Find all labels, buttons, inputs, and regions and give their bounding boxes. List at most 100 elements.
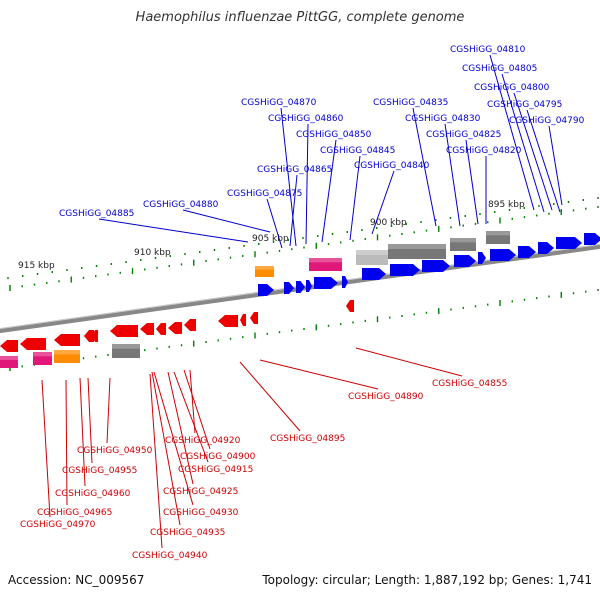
scale-label-900: 900 kbp (370, 218, 407, 228)
forward-leader-line (266, 198, 283, 249)
forward-gene-label: CGSHiGG_04825 (426, 130, 501, 140)
reverse-gene-label: CGSHiGG_04950 (77, 446, 153, 456)
reverse-leader-line (65, 379, 68, 506)
reverse-gene-arrow (184, 319, 196, 331)
pseudogene-feature (309, 258, 342, 271)
reverse-gene-label: CGSHiGG_04855 (432, 379, 507, 389)
other-feature (450, 238, 476, 251)
rna-feature (54, 350, 80, 363)
other-feature-shine (450, 238, 476, 243)
forward-gene-label: CGSHiGG_04850 (296, 130, 372, 140)
reverse-gene-arrow (54, 334, 80, 346)
other-feature (356, 250, 388, 265)
reverse-gene-label: CGSHiGG_04920 (165, 436, 241, 446)
reverse-gene-label: CGSHiGG_04935 (150, 528, 225, 538)
scale-label-895: 895 kbp (488, 200, 525, 210)
forward-leader-line (412, 107, 437, 227)
reverse-leader-line (79, 377, 86, 487)
reverse-leader-line (183, 369, 211, 450)
reverse-leader-line (153, 371, 194, 506)
accession-text: Accession: NC_009567 (8, 573, 145, 587)
reverse-gene-label: CGSHiGG_04965 (37, 508, 112, 518)
reverse-gene-label: CGSHiGG_04955 (62, 466, 137, 476)
forward-gene-label: CGSHiGG_04875 (227, 189, 302, 199)
forward-gene-arrow (490, 249, 516, 261)
reverse-gene-label: CGSHiGG_04895 (270, 434, 345, 444)
pseudogene-feature (0, 356, 18, 368)
reverse-gene-label: CGSHiGG_04925 (163, 487, 238, 497)
reverse-gene-arrow (140, 323, 154, 335)
reverse-leader-line (189, 369, 196, 434)
reverse-gene-label: CGSHiGG_04940 (132, 551, 208, 561)
forward-gene-arrow (314, 277, 338, 289)
forward-gene-arrow (390, 264, 420, 276)
reverse-gene-arrow (0, 340, 18, 352)
reverse-gene-label: CGSHiGG_04915 (178, 465, 253, 475)
forward-gene-arrow (362, 268, 386, 280)
rna-feature-shine (255, 266, 274, 270)
forward-gene-arrow (584, 233, 600, 245)
reverse-leader-line (173, 371, 209, 463)
forward-gene-label: CGSHiGG_04835 (373, 98, 448, 108)
scale-label-910: 910 kbp (134, 248, 171, 258)
forward-gene-arrow (306, 280, 312, 292)
reverse-gene-label: CGSHiGG_04970 (20, 520, 96, 530)
forward-gene-label: CGSHiGG_04800 (474, 83, 550, 93)
other-feature (486, 231, 510, 244)
forward-leader-line (465, 139, 479, 225)
forward-gene-label: CGSHiGG_04840 (354, 161, 430, 171)
reverse-gene-arrow (250, 312, 258, 324)
forward-gene-arrow (296, 281, 305, 293)
forward-gene-label: CGSHiGG_04830 (405, 114, 481, 124)
forward-leader-line (280, 107, 297, 247)
reverse-leader-line (149, 373, 163, 549)
other-feature-shine (486, 231, 510, 236)
map-title: Haemophilus influenzae PittGG, complete … (135, 10, 465, 25)
reverse-gene-arrow (240, 314, 246, 326)
other-feature (112, 344, 140, 358)
forward-gene-arrow (538, 242, 554, 254)
forward-leader-line (444, 123, 461, 227)
scale-label-905: 905 kbp (252, 234, 289, 244)
reverse-leader-line (87, 377, 93, 464)
forward-gene-arrow (284, 282, 294, 294)
forward-leader-line (305, 123, 309, 245)
reverse-gene-arrow (218, 315, 238, 327)
forward-leader-line (501, 73, 545, 213)
forward-leader-line (489, 54, 535, 211)
forward-gene-label: CGSHiGG_04790 (509, 116, 585, 126)
other-feature-shine (356, 250, 388, 255)
forward-gene-label: CGSHiGG_04865 (257, 165, 332, 175)
reverse-gene-arrow (20, 338, 46, 350)
reverse-gene-label: CGSHiGG_04930 (163, 508, 239, 518)
other-feature (388, 244, 446, 259)
reverse-gene-label: CGSHiGG_04960 (55, 489, 131, 499)
rna-feature-shine (54, 350, 80, 355)
forward-gene-label: CGSHiGG_04795 (487, 100, 562, 110)
pseudogene-feature-shine (309, 258, 342, 263)
reverse-leader-line (151, 371, 181, 526)
forward-gene-label: CGSHiGG_04885 (59, 209, 134, 219)
other-feature-shine (112, 344, 140, 349)
forward-leader-line (182, 209, 271, 233)
forward-gene-label: CGSHiGG_04810 (450, 45, 526, 55)
forward-leader-line (321, 139, 337, 243)
forward-gene-label: CGSHiGG_04805 (462, 64, 537, 74)
reverse-leader-line (41, 379, 51, 518)
forward-gene-arrow (454, 255, 476, 267)
forward-leader-line (526, 109, 561, 213)
reverse-leader-line (106, 377, 111, 444)
other-feature-shine (388, 244, 446, 249)
forward-leader-line (513, 92, 553, 211)
forward-gene-label: CGSHiGG_04860 (268, 114, 344, 124)
forward-leader-line (349, 155, 361, 241)
reverse-gene-label: CGSHiGG_04890 (348, 392, 424, 402)
reverse-leader-line (259, 359, 379, 390)
forward-gene-label: CGSHiGG_04870 (241, 98, 317, 108)
reverse-gene-arrow (156, 323, 166, 335)
forward-leader-line (98, 218, 249, 243)
pseudogene-feature-shine (0, 356, 18, 360)
pseudogene-feature-shine (33, 352, 52, 357)
forward-gene-arrow (478, 252, 486, 264)
